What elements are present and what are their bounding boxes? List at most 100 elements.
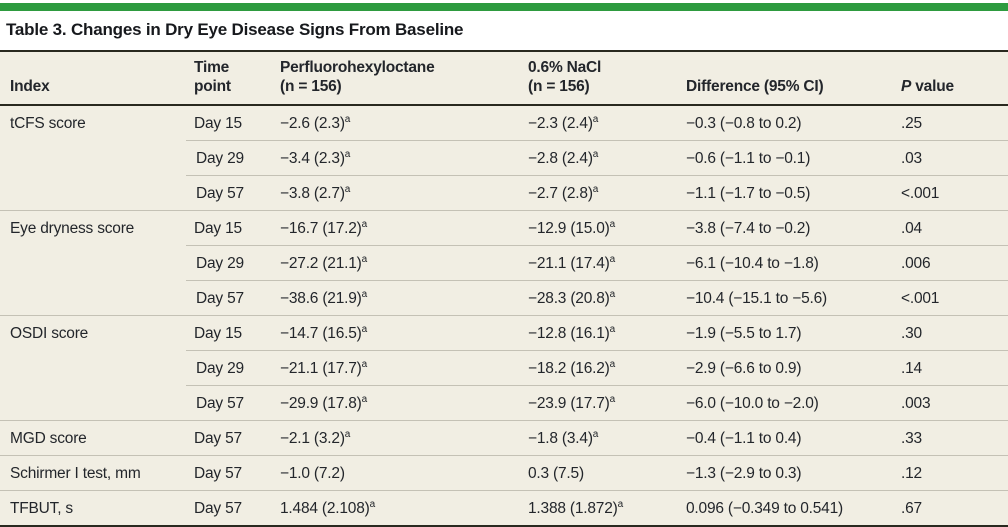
footnote-marker: a xyxy=(361,288,368,300)
cell-difference: −0.6 (−1.1 to −0.1) xyxy=(678,140,893,176)
table-body: tCFS score Day 15 −2.6 (2.3)a −2.3 (2.4)… xyxy=(0,105,1008,527)
cell-pfho: −1.0 (7.2) xyxy=(272,455,520,491)
table-row-osdi-day15: OSDI score Day 15 −14.7 (16.5)a −12.8 (1… xyxy=(0,315,1008,421)
cell-pfho: −16.7 (17.2)a xyxy=(272,210,520,246)
cell-time: Day 57 xyxy=(186,280,272,316)
cell-p-value: <.001 xyxy=(893,280,1008,316)
cell-nacl: −21.1 (17.4)a xyxy=(520,245,678,281)
col-header-index: Index xyxy=(0,51,186,106)
row-group-label-schirmer: Schirmer I test, mm xyxy=(0,455,186,491)
footnote-marker: a xyxy=(361,218,368,230)
table-row-dryness-day57: Day 57 −38.6 (21.9)a −28.3 (20.8)a −10.4… xyxy=(0,280,1008,316)
footnote-marker: a xyxy=(609,358,616,370)
cell-difference: −1.1 (−1.7 to −0.5) xyxy=(678,175,893,211)
cell-pfho: −14.7 (16.5)a xyxy=(272,315,520,351)
col-header-time-point: Time point xyxy=(186,51,272,106)
cell-nacl: −2.8 (2.4)a xyxy=(520,140,678,176)
footnote-marker: a xyxy=(369,498,376,510)
cell-pfho: −27.2 (21.1)a xyxy=(272,245,520,281)
row-group-label-tfbut: TFBUT, s xyxy=(0,490,186,527)
cell-difference: −1.3 (−2.9 to 0.3) xyxy=(678,455,893,491)
footnote-marker: a xyxy=(592,428,599,440)
footnote-marker: a xyxy=(609,288,616,300)
table-row-osdi-day57: Day 57 −29.9 (17.8)a −23.9 (17.7)a −6.0 … xyxy=(0,385,1008,421)
table-accent-bar xyxy=(0,3,1008,11)
table-row-tcfs-day29: Day 29 −3.4 (2.3)a −2.8 (2.4)a −0.6 (−1.… xyxy=(0,140,1008,176)
footnote-marker: a xyxy=(592,183,599,195)
cell-nacl: 0.3 (7.5) xyxy=(520,455,678,491)
cell-time: Day 29 xyxy=(186,140,272,176)
col-header-pfho-line1: Perfluorohexyloctane xyxy=(280,59,435,76)
cell-nacl: −2.3 (2.4)a xyxy=(528,113,599,132)
table-row-tfbut-day57: TFBUT, s Day 57 1.484 (2.108)a 1.388 (1.… xyxy=(0,490,1008,527)
dry-eye-signs-table: Index Time point Perfluorohexyloctane (n… xyxy=(0,50,1008,527)
footnote-marker: a xyxy=(617,498,624,510)
row-group-label-eye-dryness: Eye dryness score xyxy=(0,210,186,316)
cell-difference: 0.096 (−0.349 to 0.541) xyxy=(678,490,893,527)
cell-p-value: .006 xyxy=(893,245,1008,281)
cell-time: Day 57 xyxy=(186,490,272,527)
footnote-marker: a xyxy=(344,428,351,440)
cell-pfho: 1.484 (2.108)a xyxy=(272,490,520,527)
col-header-nacl-line1: 0.6% NaCl xyxy=(528,59,602,76)
cell-time: Day 29 xyxy=(186,245,272,281)
row-group-label-osdi: OSDI score xyxy=(0,315,186,421)
col-header-nacl-line2: (n = 156) xyxy=(528,78,590,95)
cell-p-value: .03 xyxy=(893,140,1008,176)
cell-time: Day 57 xyxy=(186,385,272,421)
cell-time: Day 15 xyxy=(186,210,272,246)
cell-nacl: −23.9 (17.7)a xyxy=(520,385,678,421)
cell-time: Day 15 xyxy=(194,114,242,132)
cell-p-value: .33 xyxy=(893,420,1008,456)
table-row-dryness-day15: Eye dryness score Day 15 −16.7 (17.2)a −… xyxy=(0,210,1008,316)
cell-nacl: 1.388 (1.872)a xyxy=(520,490,678,527)
cell-p-value: .25 xyxy=(901,114,922,132)
cell-time: Day 15 xyxy=(186,315,272,351)
cell-nacl: −1.8 (3.4)a xyxy=(520,420,678,456)
table-row-dryness-day29: Day 29 −27.2 (21.1)a −21.1 (17.4)a −6.1 … xyxy=(0,245,1008,281)
row-group-label-mgd: MGD score xyxy=(0,420,186,456)
cell-time: Day 57 xyxy=(186,455,272,491)
cell-p-value: .12 xyxy=(893,455,1008,491)
paper-table-page: Table 3. Changes in Dry Eye Disease Sign… xyxy=(0,3,1008,527)
cell-nacl: −2.7 (2.8)a xyxy=(520,175,678,211)
footnote-marker: a xyxy=(609,253,616,265)
table-title: Table 3. Changes in Dry Eye Disease Sign… xyxy=(6,20,464,39)
cell-pfho: −21.1 (17.7)a xyxy=(272,350,520,386)
cell-pfho: −2.1 (3.2)a xyxy=(272,420,520,456)
cell-pfho: −29.9 (17.8)a xyxy=(272,385,520,421)
footnote-marker: a xyxy=(592,148,599,160)
footnote-marker: a xyxy=(344,183,351,195)
cell-nacl: −12.9 (15.0)a xyxy=(520,210,678,246)
footnote-marker: a xyxy=(592,113,599,125)
cell-difference: −2.9 (−6.6 to 0.9) xyxy=(678,350,893,386)
cell-pfho: −38.6 (21.9)a xyxy=(272,280,520,316)
cell-difference: −6.1 (−10.4 to −1.8) xyxy=(678,245,893,281)
cell-difference: −3.8 (−7.4 to −0.2) xyxy=(678,210,893,246)
row-group-label-tcfs: tCFS score xyxy=(10,114,86,132)
cell-pfho: −3.8 (2.7)a xyxy=(272,175,520,211)
cell-difference: −1.9 (−5.5 to 1.7) xyxy=(678,315,893,351)
cell-p-value: .04 xyxy=(893,210,1008,246)
table-row-mgd-day57: MGD score Day 57 −2.1 (3.2)a −1.8 (3.4)a… xyxy=(0,420,1008,456)
cell-difference: −0.3 (−0.8 to 0.2) xyxy=(686,114,802,132)
header-row: Index Time point Perfluorohexyloctane (n… xyxy=(0,51,1008,106)
cell-difference: −6.0 (−10.0 to −2.0) xyxy=(678,385,893,421)
col-header-perfluorohexyloctane: Perfluorohexyloctane (n = 156) xyxy=(272,51,520,106)
cell-p-value: <.001 xyxy=(893,175,1008,211)
footnote-marker: a xyxy=(609,323,616,335)
cell-p-value: .30 xyxy=(893,315,1008,351)
col-header-pfho-line2: (n = 156) xyxy=(280,78,342,95)
footnote-marker: a xyxy=(609,218,616,230)
col-header-nacl: 0.6% NaCl (n = 156) xyxy=(520,51,678,106)
footnote-marker: a xyxy=(344,113,351,125)
table-row-schirmer-day57: Schirmer I test, mm Day 57 −1.0 (7.2) 0.… xyxy=(0,455,1008,491)
cell-time: Day 57 xyxy=(186,175,272,211)
table-row-osdi-day29: Day 29 −21.1 (17.7)a −18.2 (16.2)a −2.9 … xyxy=(0,350,1008,386)
cell-difference: −10.4 (−15.1 to −5.6) xyxy=(678,280,893,316)
cell-nacl: −12.8 (16.1)a xyxy=(520,315,678,351)
cell-time: Day 57 xyxy=(186,420,272,456)
cell-time: Day 29 xyxy=(186,350,272,386)
footnote-marker: a xyxy=(609,393,616,405)
cell-p-value: .67 xyxy=(893,490,1008,527)
